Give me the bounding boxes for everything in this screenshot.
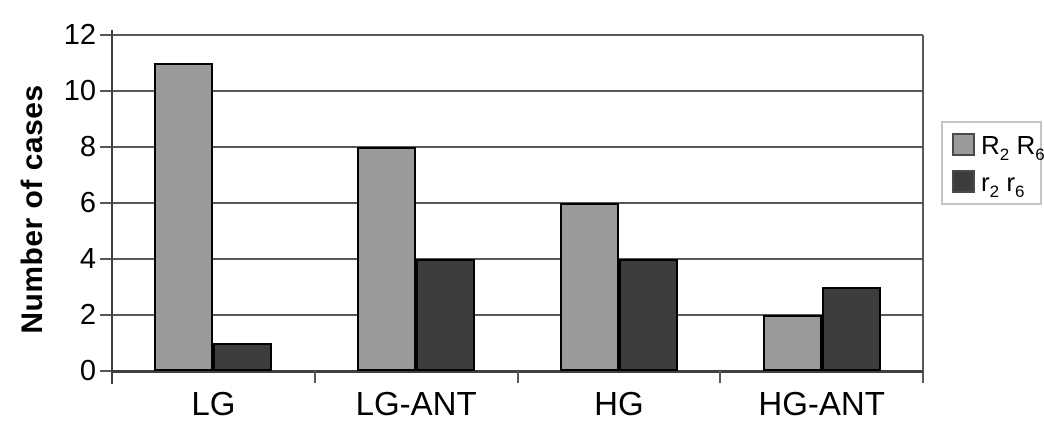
y-tick-10 [100, 90, 112, 92]
x-tick-2 [516, 371, 519, 383]
y-tick-2 [100, 314, 112, 316]
y-tick-8 [100, 146, 112, 148]
bar-LG-ANT-R2R6 [357, 147, 417, 371]
x-label-LG: LG [191, 385, 236, 422]
bar-LG-ANT-r2r6 [416, 259, 476, 371]
bar-LG-R2R6 [154, 63, 214, 371]
gridline-4 [112, 258, 923, 260]
x-tick-1 [313, 371, 316, 383]
legend-item-r2r6: r2 r6 [952, 166, 1040, 201]
y-tick-label-2: 2 [79, 299, 96, 331]
legend-swatch-R2R6-icon [952, 133, 975, 156]
bar-HG-ANT-r2r6 [821, 287, 881, 371]
gridline-2 [112, 314, 923, 316]
bar-HG-R2R6 [559, 203, 619, 371]
plot-right-border [922, 35, 924, 383]
x-tick-3 [719, 371, 722, 383]
bar-LG-r2r6 [213, 343, 273, 371]
y-tick-label-8: 8 [79, 131, 96, 163]
y-axis-line [111, 30, 113, 384]
x-label-LG-ANT: LG-ANT [355, 385, 477, 422]
gridline-12 [112, 34, 923, 36]
x-label-HG: HG [594, 385, 644, 422]
y-tick-4 [100, 258, 112, 260]
y-tick-label-6: 6 [79, 187, 96, 219]
y-tick-label-10: 10 [63, 75, 96, 107]
y-tick-label-0: 0 [79, 355, 96, 387]
bar-HG-r2r6 [618, 259, 678, 371]
legend: R2 R6 r2 r6 [941, 121, 1044, 205]
x-label-HG-ANT: HG-ANT [758, 385, 885, 422]
legend-label-R2R6: R2 R6 [981, 129, 1044, 164]
bar-HG-ANT-R2R6 [762, 315, 822, 371]
y-tick-label-4: 4 [79, 243, 96, 275]
y-tick-0 [100, 370, 112, 372]
y-tick-12 [100, 34, 112, 36]
gridline-8 [112, 146, 923, 148]
legend-item-R2R6: R2 R6 [952, 131, 1044, 163]
y-tick-6 [100, 202, 112, 204]
legend-label-r2r6: r2 r6 [981, 166, 1025, 201]
legend-swatch-r2r6-icon [952, 170, 975, 193]
gridline-10 [112, 90, 923, 92]
gridline-6 [112, 202, 923, 204]
y-tick-label-12: 12 [63, 19, 96, 51]
